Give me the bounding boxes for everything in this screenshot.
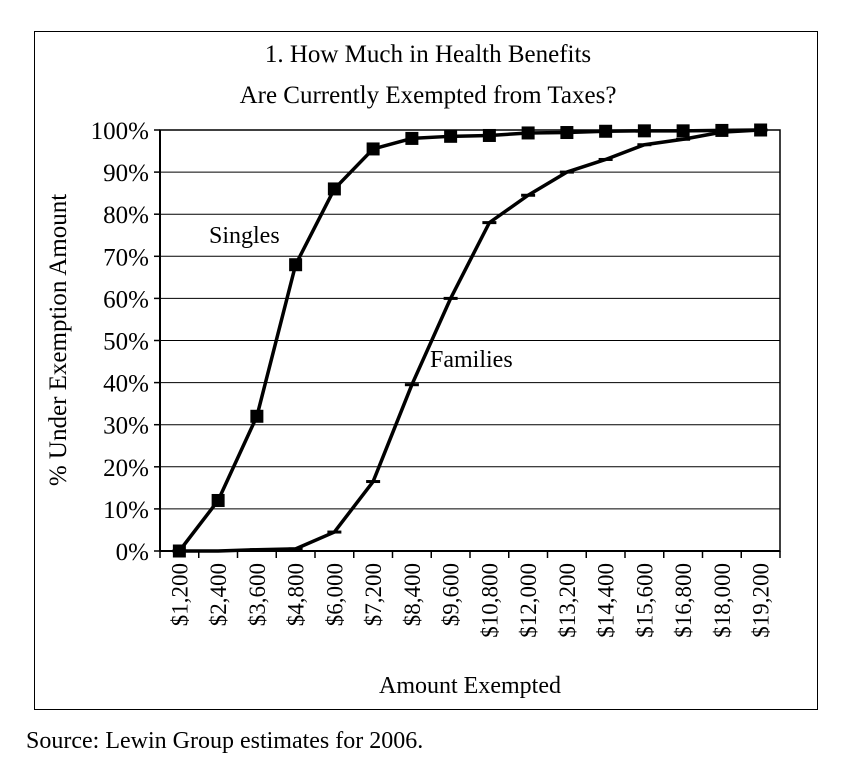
data-point-singles	[366, 142, 380, 156]
y-tick-label: 30%	[103, 413, 149, 440]
y-tick-label: 70%	[103, 244, 149, 271]
data-point-singles	[250, 409, 264, 423]
y-tick-label: 60%	[103, 286, 149, 313]
y-tick-label: 40%	[103, 371, 149, 398]
x-tick-label: $1,200	[167, 563, 192, 626]
data-point-singles	[521, 126, 535, 140]
source-note: Source: Lewin Group estimates for 2006.	[26, 728, 424, 754]
x-tick-label: $3,600	[245, 563, 270, 626]
x-tick-label: $4,800	[284, 563, 309, 626]
x-tick-label: $13,200	[555, 563, 580, 638]
data-point-singles	[599, 124, 613, 138]
y-axis-label: % Under Exemption Amount	[45, 194, 72, 486]
data-point-singles	[289, 258, 303, 272]
data-point-singles	[676, 124, 690, 138]
y-tick-label: 90%	[103, 160, 149, 187]
data-point-singles	[405, 131, 419, 145]
y-tick-labels: 0% 10% 20% 30% 40% 50% 60% 70% 80% 90% 100%	[91, 118, 149, 566]
x-tick-label: $6,000	[322, 563, 347, 626]
y-tick-label: 50%	[103, 329, 149, 356]
x-tick-label: $10,800	[477, 563, 502, 638]
data-point-singles	[444, 129, 458, 143]
series	[172, 123, 768, 558]
y-tick-label: 0%	[116, 539, 149, 566]
x-tick-label: $18,000	[710, 563, 735, 638]
data-point-singles	[482, 128, 496, 142]
y-tick-label: 20%	[103, 455, 149, 482]
annotation-families: Families	[430, 347, 513, 373]
data-point-singles	[211, 493, 225, 507]
series-families	[172, 128, 768, 553]
data-point-singles	[327, 182, 341, 196]
x-tick-label: $9,600	[439, 563, 464, 626]
x-tick-label: $14,400	[594, 563, 619, 638]
x-tick-label: $15,600	[632, 563, 657, 638]
chart-title-line-2: Are Currently Exempted from Taxes?	[240, 82, 617, 109]
axes	[154, 129, 781, 558]
chart-title-line-1: 1. How Much in Health Benefits	[265, 41, 591, 68]
x-tick-label: $12,000	[516, 563, 541, 638]
data-point-singles	[637, 124, 651, 138]
x-axis-label: Amount Exempted	[379, 673, 561, 699]
series-line-families	[179, 128, 761, 553]
y-tick-label: 10%	[103, 497, 149, 524]
series-line-singles	[177, 128, 761, 553]
x-tick-label: $7,200	[361, 563, 386, 626]
data-point-singles	[560, 126, 574, 140]
y-tick-label: 80%	[103, 202, 149, 229]
figure-frame	[34, 31, 818, 710]
gridlines	[160, 129, 780, 510]
x-tick-label: $16,800	[671, 563, 696, 638]
x-tick-label: $19,200	[749, 563, 774, 638]
x-tick-label: $2,400	[206, 563, 231, 626]
x-tick-labels: $1,200 $2,400 $3,600 $4,800 $6,000 $7,200 $8,4…	[167, 563, 773, 638]
y-tick-label: 100%	[91, 118, 149, 145]
annotation-singles: Singles	[209, 223, 280, 249]
x-tick-label: $8,400	[400, 563, 425, 626]
